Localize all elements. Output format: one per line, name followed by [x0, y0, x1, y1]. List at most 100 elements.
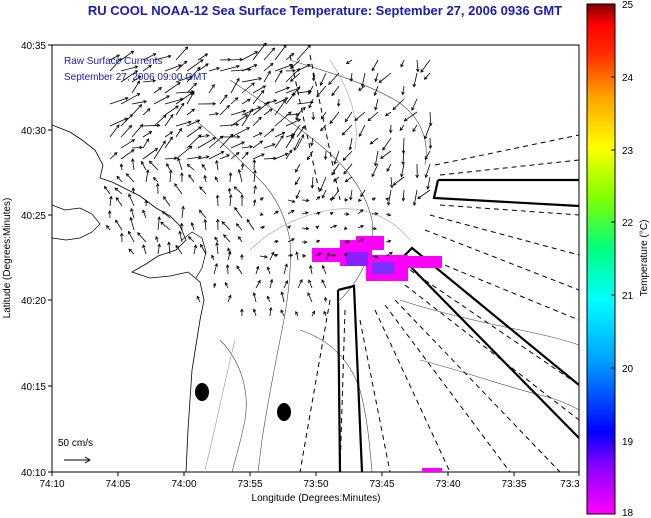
current-vector-head	[183, 60, 188, 65]
current-vector-head	[175, 244, 179, 249]
current-vector	[329, 111, 340, 124]
current-vector	[287, 238, 295, 243]
current-vector	[153, 177, 159, 183]
current-vector-head	[344, 198, 349, 202]
current-vector-head	[152, 177, 157, 181]
current-vector-head	[145, 138, 150, 142]
current-vector-head	[225, 264, 230, 268]
current-vector-head	[307, 64, 311, 68]
current-vector-head	[428, 122, 433, 127]
current-vector-head	[249, 145, 254, 149]
current-vector-head	[221, 221, 226, 225]
current-vector-head	[295, 310, 299, 315]
current-vector-head	[206, 134, 210, 138]
current-vector-head	[246, 218, 250, 223]
current-vector-head	[386, 202, 391, 206]
current-vector-head	[205, 155, 210, 159]
current-vector	[253, 309, 257, 317]
current-vector-head	[142, 244, 146, 248]
current-vector-head	[323, 310, 327, 315]
current-vector	[274, 97, 288, 105]
current-vector-head	[392, 182, 397, 186]
current-vector-head	[169, 131, 174, 135]
current-vector-head	[155, 182, 160, 187]
current-vector	[191, 222, 195, 231]
current-vector	[128, 248, 135, 255]
current-vector	[267, 266, 271, 275]
current-vector	[416, 59, 419, 72]
current-vector	[252, 140, 263, 149]
current-vector-head	[415, 174, 419, 179]
current-vector	[263, 108, 273, 116]
current-vector	[153, 115, 167, 127]
current-vector	[290, 72, 301, 82]
x-tick-label: 74:00	[171, 479, 196, 490]
current-vector	[274, 70, 283, 83]
current-vector-head	[291, 238, 295, 242]
boundary-outlines	[336, 178, 580, 473]
current-vector-head	[344, 253, 348, 257]
current-vector	[385, 111, 392, 117]
x-tick-label: 73:45	[369, 479, 394, 490]
current-vector	[227, 264, 229, 275]
current-vector	[160, 221, 171, 231]
current-vector-head	[280, 135, 284, 139]
current-vector	[252, 42, 267, 61]
current-vector	[358, 85, 366, 91]
current-vector-head	[198, 134, 202, 138]
current-vector-head	[291, 134, 295, 138]
current-vector-head	[426, 185, 430, 190]
current-vector-head	[211, 84, 215, 88]
current-vector-head	[163, 195, 167, 200]
current-vector	[333, 176, 340, 182]
current-vector-head	[378, 79, 383, 84]
current-vector-head	[295, 195, 299, 200]
current-vector	[241, 78, 262, 83]
current-vector	[153, 87, 162, 94]
current-vector-head	[167, 54, 172, 59]
current-vector	[374, 150, 379, 166]
current-vector	[241, 146, 253, 149]
current-vector	[306, 150, 314, 160]
current-vector	[141, 161, 147, 171]
current-vector-head	[146, 108, 151, 112]
current-vector-head	[289, 63, 293, 68]
current-vector-head	[373, 92, 377, 97]
current-vector-head	[289, 253, 294, 258]
current-vector	[331, 85, 340, 96]
current-vector-head	[223, 234, 227, 238]
current-vector	[274, 99, 286, 116]
current-vector-head	[284, 280, 288, 284]
current-vector-head	[374, 78, 378, 83]
current-vector	[169, 170, 172, 183]
current-vector-head	[235, 152, 240, 156]
current-vector	[223, 234, 231, 243]
current-vector-head	[389, 184, 394, 189]
current-vector	[263, 128, 275, 138]
current-vector-head	[389, 251, 393, 256]
current-vector-head	[166, 163, 170, 167]
coastline	[51, 124, 205, 473]
current-vector-head	[360, 225, 365, 229]
current-vector	[131, 75, 142, 83]
current-vector	[329, 225, 337, 229]
current-vector-head	[282, 99, 286, 104]
x-tick-label: 73:50	[303, 479, 328, 490]
current-vector-head	[141, 160, 145, 165]
current-vector	[316, 85, 327, 97]
current-vector	[252, 85, 266, 94]
current-vector-head	[293, 147, 297, 151]
current-vector-head	[424, 156, 429, 161]
current-vector-head	[311, 116, 316, 121]
current-vector-head	[191, 91, 195, 96]
current-vector	[157, 216, 160, 231]
current-vector-head	[253, 184, 257, 189]
current-vector	[319, 176, 327, 192]
current-vector-head	[280, 309, 284, 314]
current-vector-head	[180, 102, 185, 107]
current-vector	[301, 227, 309, 230]
current-vector-head	[373, 162, 378, 167]
current-vector	[322, 189, 327, 199]
current-vector-head	[119, 232, 124, 237]
